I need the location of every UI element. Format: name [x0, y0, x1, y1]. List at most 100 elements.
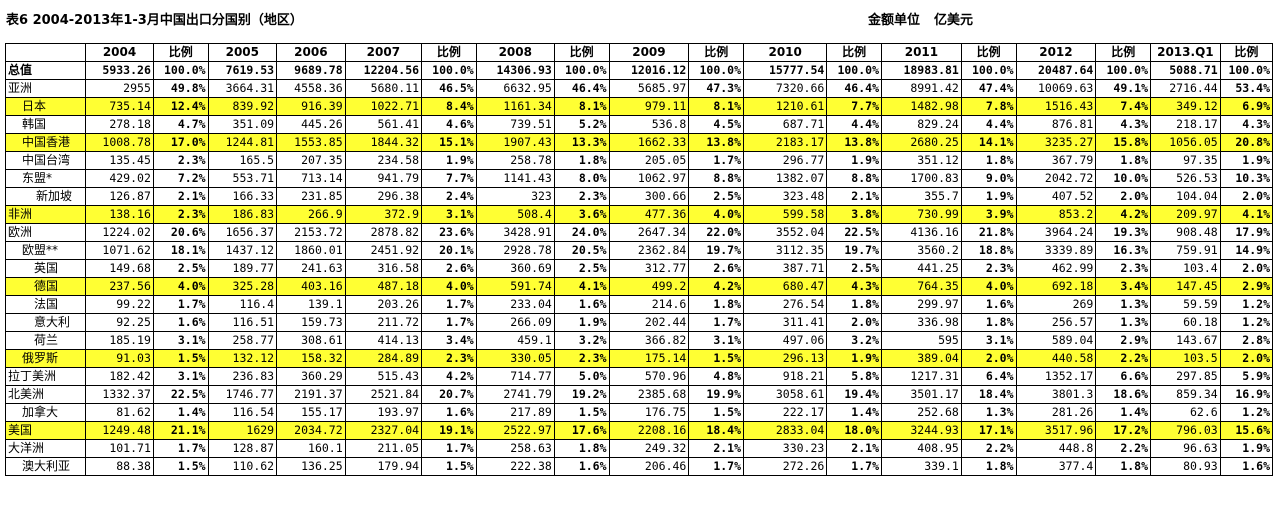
column-header: 比例	[152, 43, 209, 62]
share-cell: 10.0%	[1095, 169, 1152, 188]
row-label: 加拿大	[4, 403, 87, 422]
value-cell: 389.04	[881, 349, 962, 368]
column-header: 2009	[608, 43, 690, 62]
column-header: 2010	[743, 43, 828, 62]
value-cell: 1244.81	[207, 133, 278, 152]
share-cell: 2.3%	[960, 259, 1017, 278]
share-cell: 2.0%	[1219, 259, 1273, 278]
row-label: 澳大利亚	[4, 457, 87, 476]
row-label: 拉丁美洲	[4, 367, 87, 386]
value-cell: 5680.11	[344, 79, 423, 98]
share-cell: 2.5%	[826, 259, 882, 278]
value-cell: 211.05	[344, 439, 423, 458]
value-cell: 462.99	[1015, 259, 1097, 278]
value-cell: 570.96	[608, 367, 690, 386]
value-cell: 3560.2	[881, 241, 962, 260]
share-cell: 3.6%	[553, 205, 610, 224]
value-cell: 234.58	[344, 151, 423, 170]
row-label: 新加坡	[4, 187, 87, 206]
value-cell: 764.35	[881, 277, 962, 296]
table-row: 欧盟** 1071.62 18.1% 1437.12 1860.01 2451.92 20.…	[4, 241, 1273, 260]
share-cell: 18.0%	[826, 421, 882, 440]
share-cell: 1.4%	[826, 403, 882, 422]
value-cell: 918.21	[743, 367, 828, 386]
share-cell: 4.3%	[826, 277, 882, 296]
share-cell: 1.9%	[826, 349, 882, 368]
table-row: 东盟* 429.02 7.2% 553.71 713.14 941.79 7.7% 1141.…	[4, 169, 1273, 188]
value-cell: 429.02	[85, 169, 154, 188]
value-cell: 1482.98	[881, 97, 962, 116]
share-cell: 13.3%	[553, 133, 610, 152]
share-cell: 20.1%	[421, 241, 477, 260]
share-cell: 6.9%	[1219, 97, 1273, 116]
share-cell: 14.9%	[1219, 241, 1273, 260]
value-cell: 2878.82	[344, 223, 423, 242]
value-cell: 299.97	[881, 295, 962, 314]
share-cell: 7.4%	[1095, 97, 1152, 116]
value-cell: 272.26	[743, 457, 828, 476]
table-row: 欧洲 1224.02 20.6% 1656.37 2153.72 2878.82 23.6%…	[4, 223, 1273, 242]
value-cell: 497.06	[743, 331, 828, 350]
share-cell: 1.9%	[1219, 439, 1273, 458]
table-row: 大洋洲 101.71 1.7% 128.87 160.1 211.05 1.7% 258.63…	[4, 439, 1273, 458]
column-header: 比例	[421, 43, 477, 62]
value-cell: 62.6	[1150, 403, 1221, 422]
share-cell: 100.0%	[826, 61, 882, 80]
share-cell: 4.3%	[1095, 115, 1152, 134]
share-cell: 46.5%	[421, 79, 477, 98]
value-cell: 2928.78	[475, 241, 555, 260]
share-cell: 4.4%	[826, 115, 882, 134]
share-cell: 18.4%	[960, 385, 1017, 404]
value-cell: 7320.66	[743, 79, 828, 98]
share-cell: 1.5%	[688, 403, 745, 422]
row-label: 俄罗斯	[4, 349, 87, 368]
share-cell: 1.7%	[688, 313, 745, 332]
share-cell: 1.6%	[553, 457, 610, 476]
share-cell: 1.5%	[152, 349, 209, 368]
value-cell: 278.18	[85, 115, 154, 134]
share-cell: 2.4%	[421, 187, 477, 206]
value-cell: 158.32	[276, 349, 346, 368]
value-cell: 2521.84	[344, 385, 423, 404]
share-cell: 1.2%	[1219, 295, 1273, 314]
share-cell: 1.9%	[553, 313, 610, 332]
value-cell: 829.24	[881, 115, 962, 134]
column-header: 2012	[1015, 43, 1097, 62]
export-table: 2004 比例 2005 2006 2007 比例 2008 比例 2009 比例 2010 比例 20…	[4, 43, 1273, 476]
table-row: 韩国 278.18 4.7% 351.09 445.26 561.41 4.6% 739.51…	[4, 115, 1273, 134]
value-cell: 258.78	[475, 151, 555, 170]
table-row: 荷兰 185.19 3.1% 258.77 308.61 414.13 3.4% 459.1 3…	[4, 331, 1273, 350]
share-cell: 4.6%	[421, 115, 477, 134]
value-cell: 1700.83	[881, 169, 962, 188]
value-cell: 147.45	[1150, 277, 1221, 296]
value-cell: 2385.68	[608, 385, 690, 404]
share-cell: 1.9%	[960, 187, 1017, 206]
share-cell: 3.8%	[826, 205, 882, 224]
share-cell: 49.8%	[152, 79, 209, 98]
row-label: 荷兰	[4, 331, 87, 350]
share-cell: 47.4%	[960, 79, 1017, 98]
row-label: 大洋洲	[4, 439, 87, 458]
share-cell: 8.0%	[553, 169, 610, 188]
value-cell: 276.54	[743, 295, 828, 314]
value-cell: 3517.96	[1015, 421, 1097, 440]
value-cell: 81.62	[85, 403, 154, 422]
share-cell: 2.2%	[960, 439, 1017, 458]
value-cell: 441.25	[881, 259, 962, 278]
share-cell: 4.1%	[553, 277, 610, 296]
share-cell: 2.0%	[826, 313, 882, 332]
share-cell: 3.1%	[152, 367, 209, 386]
value-cell: 589.04	[1015, 331, 1097, 350]
share-cell: 5.8%	[826, 367, 882, 386]
value-cell: 1746.77	[207, 385, 278, 404]
value-cell: 2034.72	[276, 421, 346, 440]
share-cell: 17.6%	[553, 421, 610, 440]
value-cell: 159.73	[276, 313, 346, 332]
value-cell: 591.74	[475, 277, 555, 296]
share-cell: 8.4%	[421, 97, 477, 116]
share-cell: 5.2%	[553, 115, 610, 134]
value-cell: 1860.01	[276, 241, 346, 260]
share-cell: 1.8%	[553, 439, 610, 458]
share-cell: 2.3%	[1095, 259, 1152, 278]
value-cell: 101.71	[85, 439, 154, 458]
